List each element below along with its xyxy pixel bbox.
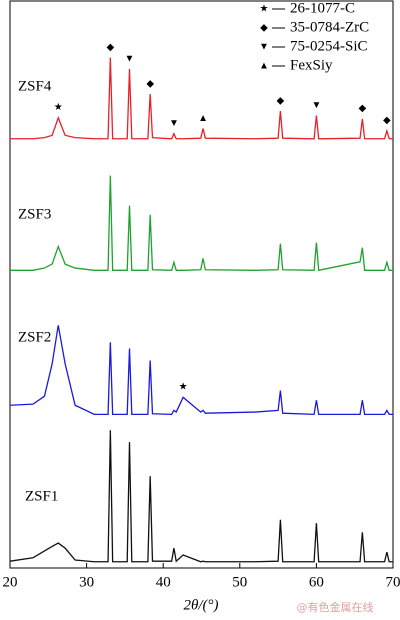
xrd-pattern — [9, 430, 393, 563]
phase-marker: ★ — [54, 102, 63, 113]
phase-marker: ◆ — [359, 103, 367, 114]
x-tick-label: 40 — [156, 574, 171, 590]
series-label: ZSF3 — [18, 206, 51, 222]
plot-frame — [9, 0, 394, 569]
phase-marker: ◆ — [277, 95, 285, 106]
phase-marker: ▼ — [311, 100, 321, 111]
xrd-pattern — [10, 175, 393, 272]
x-axis-label: 2θ/(°) — [183, 597, 218, 613]
x-tick-label: 70 — [386, 574, 400, 590]
x-tick-label: 50 — [232, 574, 247, 590]
xrd-pattern — [10, 57, 393, 140]
legend-symbol: ▼ — [259, 41, 269, 52]
phase-marker: ◆ — [383, 115, 391, 126]
phase-marker: ◆ — [146, 78, 154, 89]
legend-label: 75-0254-SiC — [290, 38, 368, 54]
phase-marker: ▼ — [125, 53, 135, 64]
x-tick-label: 20 — [3, 574, 18, 590]
watermark: @有色金属在线 — [297, 600, 374, 614]
phase-marker: ★ — [179, 382, 188, 393]
series-label: ZSF1 — [25, 488, 58, 504]
legend-label: 26-1077-C — [290, 0, 355, 16]
phase-marker: ▲ — [198, 113, 208, 124]
legend-symbol: ◆ — [260, 22, 268, 33]
series-label: ZSF4 — [18, 78, 52, 94]
legend-label: FexSiy — [290, 57, 333, 73]
phase-marker: ▼ — [169, 118, 179, 129]
x-tick-label: 30 — [79, 574, 94, 590]
x-tick-label: 60 — [309, 574, 324, 590]
phase-marker: ◆ — [106, 42, 114, 53]
series-label: ZSF2 — [18, 329, 51, 345]
legend-label: 35-0784-ZrC — [290, 19, 369, 35]
legend-symbol: ▲ — [259, 60, 269, 71]
xrd-pattern — [9, 325, 393, 416]
legend-symbol: ★ — [260, 3, 269, 14]
